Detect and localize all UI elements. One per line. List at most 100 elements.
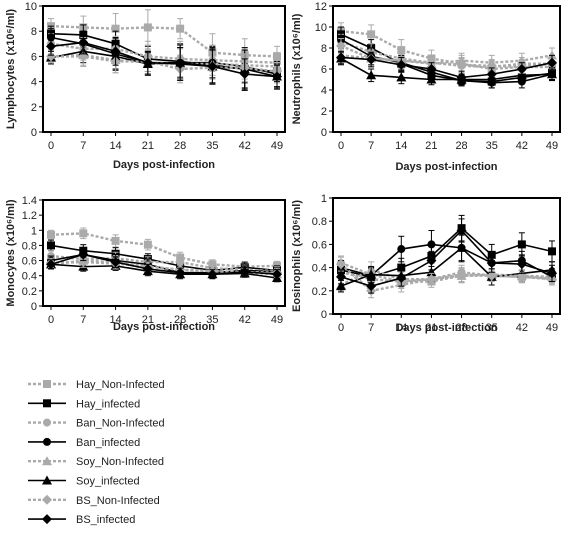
data-point xyxy=(46,259,56,270)
x-tick-label: 14 xyxy=(395,322,407,334)
y-tick-label: 8 xyxy=(321,43,327,55)
x-tick-label: 35 xyxy=(206,314,218,326)
chart-2: 0 2 4 6 8 10 12 0 7 14 21 28 35 42 49 Days post-infecti… xyxy=(291,1,561,173)
data-point xyxy=(47,230,55,239)
legend-label: Ban_Non-Infected xyxy=(76,418,165,430)
x-tick-label: 42 xyxy=(239,140,251,152)
legend-item: Ban_infected xyxy=(28,437,140,449)
y-tick-label: 0.4 xyxy=(22,271,37,283)
data-point xyxy=(516,259,527,270)
data-point xyxy=(486,270,497,281)
data-point xyxy=(547,268,557,279)
y-tick-label: 2 xyxy=(321,106,327,118)
x-tick-label: 7 xyxy=(368,140,374,152)
data-point xyxy=(366,54,377,65)
x-tick-label: 0 xyxy=(338,322,344,334)
legend-label: BS_infected xyxy=(76,514,135,526)
x-tick-label: 49 xyxy=(271,140,283,152)
x-axis-label: Days post-infection xyxy=(113,159,215,171)
x-tick-label: 42 xyxy=(516,140,528,152)
y-tick-label: 0.2 xyxy=(312,286,327,298)
series-line xyxy=(50,41,278,78)
legend-label: Soy_Non-Infected xyxy=(76,456,164,468)
series-line xyxy=(50,263,278,279)
x-tick-label: 35 xyxy=(486,140,498,152)
x-tick-label: 21 xyxy=(142,314,154,326)
x-tick-label: 0 xyxy=(48,140,54,152)
data-point xyxy=(456,225,467,236)
data-point xyxy=(426,64,437,74)
chart-3: 0 0.2 0.4 0.6 0.8 1 1.2 1.4 0 7 14 21 28 35 42 49 Days p… xyxy=(5,195,286,333)
series-line xyxy=(340,246,553,287)
legend-item: BS_infected xyxy=(28,514,135,526)
data-point xyxy=(239,266,250,277)
data-point xyxy=(336,259,346,270)
y-tick-label: 10 xyxy=(315,22,327,34)
data-point xyxy=(78,257,89,268)
y-tick-label: 0 xyxy=(321,127,327,139)
data-point xyxy=(176,24,185,33)
y-tick-label: 4 xyxy=(31,77,37,89)
x-tick-label: 0 xyxy=(48,314,54,326)
y-tick-label: 1.4 xyxy=(22,195,37,207)
x-tick-label: 21 xyxy=(425,140,437,152)
series-line xyxy=(340,38,553,84)
legend: Hay_Non-Infected Hay_infected Ban_Non-Infe… xyxy=(28,379,165,526)
y-tick-label: 6 xyxy=(321,64,327,76)
x-tick-label: 35 xyxy=(206,140,218,152)
x-tick-label: 14 xyxy=(109,140,121,152)
y-tick-label: 0.4 xyxy=(312,263,327,275)
data-point xyxy=(79,229,88,238)
series-line xyxy=(340,263,553,293)
data-point xyxy=(548,247,556,256)
plot-frame xyxy=(42,199,286,307)
y-tick-label: 0 xyxy=(321,309,327,321)
legend-item: Hay_Non-Infected xyxy=(28,379,165,391)
series-bs_infected xyxy=(46,30,282,90)
x-axis-label: Days post-infection xyxy=(395,161,497,173)
x-tick-label: 7 xyxy=(80,140,86,152)
series-line xyxy=(50,254,278,273)
legend-marker xyxy=(43,437,51,446)
series-bs_infected xyxy=(336,50,557,85)
legend-label: Soy_infected xyxy=(76,476,140,488)
data-point xyxy=(547,57,557,68)
series-line xyxy=(50,53,278,68)
legend-marker xyxy=(43,418,51,427)
data-point xyxy=(426,267,437,277)
data-point xyxy=(142,263,153,274)
y-tick-label: 1 xyxy=(31,225,37,237)
data-point xyxy=(47,241,55,250)
data-point xyxy=(456,72,467,83)
legend-marker xyxy=(42,456,52,466)
series-bs_infected xyxy=(336,218,557,294)
legend-item: Ban_Non-Infected xyxy=(28,418,165,430)
x-tick-label: 0 xyxy=(338,140,344,152)
x-tick-label: 14 xyxy=(395,140,407,152)
data-point xyxy=(486,257,497,268)
series-line xyxy=(50,259,278,276)
data-point xyxy=(111,236,120,245)
chart-4: 0 0.2 0.4 0.6 0.8 1 0 7 14 21 28 35 42 49 Days post-in… xyxy=(291,193,561,334)
data-point xyxy=(78,249,89,260)
x-tick-label: 28 xyxy=(174,314,186,326)
legend-label: BS_Non-Infected xyxy=(76,495,160,507)
legend-marker xyxy=(43,399,51,408)
data-point xyxy=(143,240,152,249)
y-axis-label: Eosinophils (x10⁶/ml) xyxy=(291,200,303,312)
data-point xyxy=(142,57,153,68)
plot-frame xyxy=(332,197,561,315)
data-point xyxy=(426,274,437,285)
x-tick-label: 49 xyxy=(271,314,283,326)
x-tick-label: 42 xyxy=(516,322,528,334)
y-tick-label: 4 xyxy=(321,85,327,97)
series-bs_infected xyxy=(46,247,282,280)
x-tick-label: 28 xyxy=(174,140,186,152)
legend-marker xyxy=(42,494,52,505)
x-tick-label: 35 xyxy=(486,322,498,334)
x-tick-label: 7 xyxy=(80,314,86,326)
data-point xyxy=(366,70,377,80)
data-point xyxy=(46,51,56,62)
data-point xyxy=(336,40,346,51)
data-point xyxy=(207,61,218,72)
